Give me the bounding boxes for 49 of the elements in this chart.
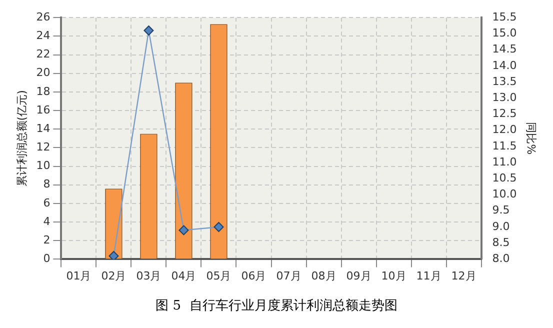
y2-tick-label: 13.0 <box>492 90 517 104</box>
y2-tick-label: 9.0 <box>492 220 510 233</box>
y-tick-label: 4 <box>43 214 50 228</box>
y-tick-label: 16 <box>36 103 50 116</box>
x-tick-label: 04月 <box>171 270 196 283</box>
y2-tick-label: 9.5 <box>492 204 510 217</box>
y-tick-label: 26 <box>36 10 50 24</box>
point <box>108 250 119 260</box>
y-tick-label: 18 <box>36 84 50 98</box>
x-tick-label: 02月 <box>101 270 126 283</box>
point <box>178 225 189 236</box>
y-tick-label: 8 <box>43 178 50 191</box>
x-tick-label: 06月 <box>241 270 266 283</box>
y-tick-label: 10 <box>36 159 50 172</box>
x-tick-label: 08月 <box>311 270 336 283</box>
x-tick-label: 05月 <box>206 270 232 283</box>
y-tick-label: 22 <box>36 48 50 61</box>
y2-tick-label: 12.5 <box>492 107 517 120</box>
x-tick-label: 01月 <box>66 270 92 283</box>
y-tick-label: 0 <box>43 252 50 266</box>
y2-tick-label: 11.5 <box>492 139 517 152</box>
x-tick-label: 11月 <box>416 270 442 283</box>
y-tick-label: 24 <box>36 29 50 42</box>
y-tick-label: 12 <box>36 140 50 154</box>
y2-tick-label: 11.0 <box>492 155 517 168</box>
y2-tick-label: 10.5 <box>492 172 517 185</box>
y2-tick-label: 8.5 <box>492 236 510 249</box>
y2-axis-title: 同比% <box>524 122 538 155</box>
y2-tick-label: 14.0 <box>492 58 517 72</box>
x-tick-label: 07月 <box>276 270 302 283</box>
text: 图 5 自行车行业月度累计利润总额走势图 <box>156 298 398 314</box>
y-tick-label: 14 <box>36 122 50 135</box>
y2-tick-label: 10.0 <box>492 188 517 201</box>
y2-tick-label: 15.5 <box>492 10 517 24</box>
point <box>214 222 224 232</box>
y2-tick-label: 8.0 <box>492 252 510 266</box>
y-axis-title: 累计利润总额(亿元) <box>15 90 28 187</box>
y2-tick-label: 14.5 <box>492 42 517 56</box>
x-tick-label: 09月 <box>346 270 372 283</box>
x-tick-label: 10月 <box>381 270 406 283</box>
y-tick-label: 20 <box>36 66 50 80</box>
y-tick-label: 6 <box>43 196 50 210</box>
point <box>144 25 154 36</box>
y-tick-label: 2 <box>43 233 50 246</box>
y2-tick-label: 12.0 <box>492 123 517 136</box>
x-tick-label: 03月 <box>136 270 162 283</box>
y2-tick-label: 13.5 <box>492 74 517 88</box>
y2-tick-label: 15.0 <box>492 26 517 40</box>
x-tick-label: 12月 <box>451 270 476 283</box>
